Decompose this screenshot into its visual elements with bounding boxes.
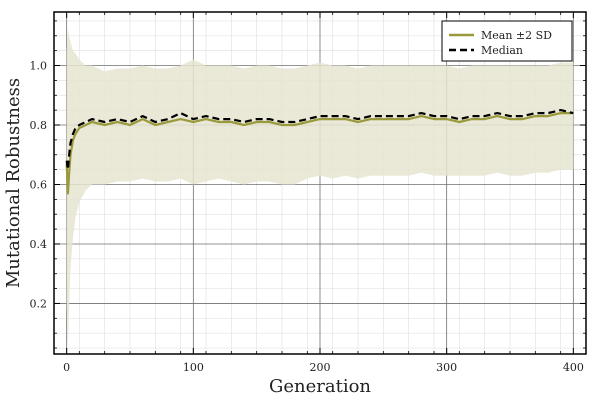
y-tick-label: 0.4 xyxy=(30,238,48,251)
y-axis-title: Mutational Robustness xyxy=(3,78,24,288)
series-line-layer xyxy=(65,109,574,195)
tick-labels: 0 100 200 300 400 0.2 0.4 0.6 0.8 1.0 xyxy=(30,60,584,374)
y-tick-label: 0.6 xyxy=(30,178,48,191)
x-axis-title: Generation xyxy=(269,376,371,397)
x-tick-label: 0 xyxy=(63,361,70,374)
y-tick-label: 1.0 xyxy=(30,60,48,73)
y-tick-label: 0.2 xyxy=(30,297,48,310)
legend-box xyxy=(441,20,573,62)
legend: Mean ±2 SD Median xyxy=(441,20,573,62)
sd-band xyxy=(66,29,574,349)
tick-marks xyxy=(53,12,587,354)
sd-band-layer xyxy=(66,29,574,349)
x-tick-label: 400 xyxy=(563,361,584,374)
x-tick-label: 100 xyxy=(183,361,204,374)
legend-label-mean: Mean ±2 SD xyxy=(481,29,552,42)
median-line xyxy=(65,109,574,171)
x-tick-label: 300 xyxy=(436,361,457,374)
x-tick-label: 200 xyxy=(310,361,331,374)
legend-label-median: Median xyxy=(481,44,523,57)
mean-line xyxy=(65,112,574,195)
y-tick-label: 0.8 xyxy=(30,119,48,132)
